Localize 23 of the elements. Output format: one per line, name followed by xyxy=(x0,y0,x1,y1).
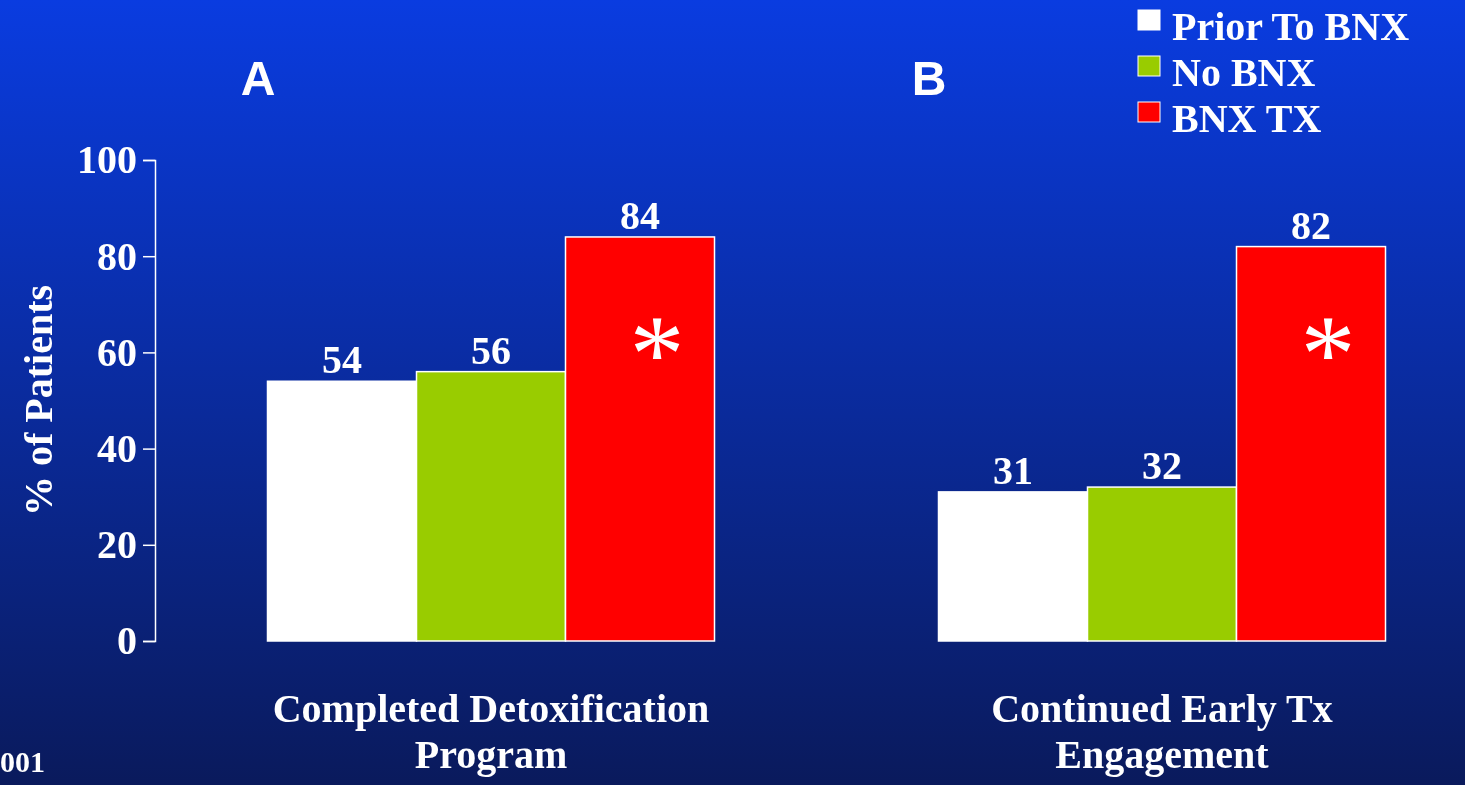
text: 001 xyxy=(0,745,45,778)
text: A xyxy=(240,52,276,105)
y-tick-label: 60 xyxy=(97,329,137,375)
y-tick-label: 20 xyxy=(97,522,137,568)
legend-label: BNX TX xyxy=(1172,96,1322,141)
text: B xyxy=(911,52,947,105)
data-label: 82 xyxy=(1291,202,1331,248)
legend-label: No BNX xyxy=(1172,50,1316,95)
y-tick-label: 100 xyxy=(77,137,137,183)
y-tick-label: 40 xyxy=(97,425,137,471)
x-tick-label: Completed Detoxification Program xyxy=(272,686,710,777)
data-label: 31 xyxy=(993,447,1033,493)
data-label: 54 xyxy=(322,337,362,383)
annotation: * xyxy=(629,292,685,415)
y-axis-title: % of Patients xyxy=(16,284,61,517)
x-tick-label: Continued Early Tx Engagement xyxy=(991,686,1333,777)
data-label: 84 xyxy=(620,192,660,238)
annotation: * xyxy=(1300,292,1356,415)
data-label: 56 xyxy=(471,327,511,373)
legend-label: Prior To BNX xyxy=(1172,4,1410,49)
y-tick-label: 80 xyxy=(97,233,137,279)
data-label: 32 xyxy=(1142,443,1182,489)
y-tick-label: 0 xyxy=(117,618,137,664)
